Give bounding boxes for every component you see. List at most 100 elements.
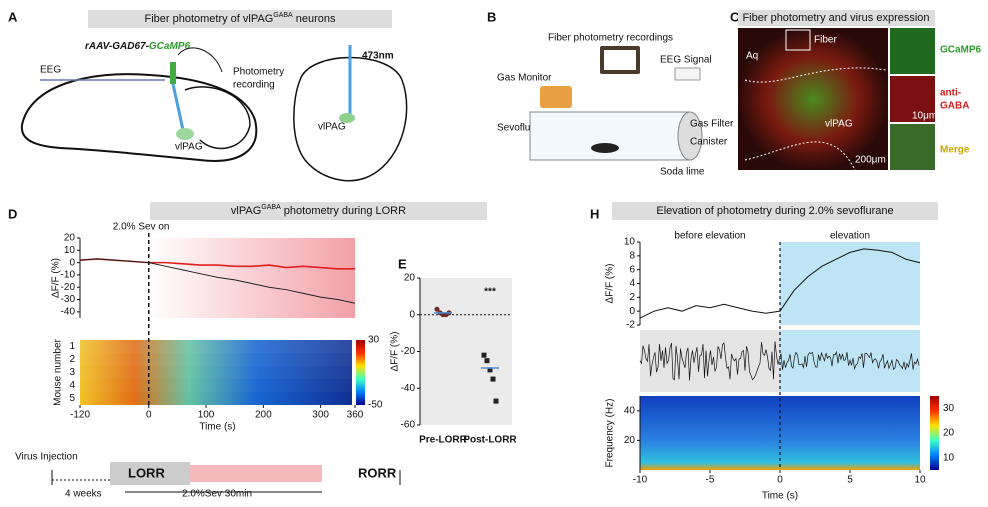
y-tick-label: -40 — [61, 306, 76, 317]
cerebellum — [184, 86, 251, 150]
y-tick-label: 20 — [404, 273, 416, 284]
y-tick-label: 20 — [624, 435, 636, 446]
label: vlPAG — [825, 119, 853, 130]
panel-title: Fiber photometry of vlPAGGABA neurons — [144, 12, 336, 25]
lorr-box — [110, 462, 190, 485]
recording-label: Photometry — [233, 67, 284, 78]
y-tick-label: 8 — [629, 250, 635, 261]
row-label: 2 — [69, 354, 75, 365]
y-tick-label: 20 — [64, 233, 76, 244]
y-tick-label: 0 — [409, 309, 415, 320]
heatmap-row — [80, 392, 352, 405]
timeline-label: 4 weeks — [65, 489, 102, 500]
label: EEG Signal — [660, 55, 712, 66]
title-part: Elevation of photometry during 2.0% sevo… — [656, 205, 893, 217]
panel-c: C Fiber photometry and virus expression … — [730, 9, 982, 171]
y-tick-label: -20 — [61, 282, 76, 293]
spectrogram — [640, 396, 920, 470]
label: Soda lime — [660, 167, 705, 178]
y-tick-label: -20 — [401, 346, 416, 357]
colorbar — [356, 340, 365, 405]
axis-label: ΔF/F (%) — [390, 331, 401, 371]
title-part: photometry during LORR — [281, 205, 406, 217]
colorbar-label: 30 — [368, 335, 380, 346]
label: Gas Filter — [690, 119, 734, 130]
shade — [148, 238, 355, 318]
heatmap-row — [80, 366, 352, 379]
label: Canister — [690, 137, 728, 148]
eeg-box — [674, 67, 701, 81]
x-tick-label: 300 — [312, 410, 329, 421]
point — [487, 367, 493, 373]
panel-letter: D — [8, 206, 17, 221]
title-part: neurons — [293, 13, 336, 25]
chart-title: Elevation of photometry during 2.0% sevo… — [656, 205, 893, 217]
y-tick-label: 10 — [64, 245, 76, 256]
title-bar — [150, 202, 487, 220]
fiber-box — [785, 29, 811, 51]
panel-letter: H — [590, 206, 599, 221]
channel-label: anti- — [940, 88, 961, 99]
y-tick-label: 10 — [624, 237, 636, 248]
axis-label: ΔF/F (%) — [51, 258, 62, 298]
title-bar — [612, 202, 938, 220]
title-bar — [738, 10, 935, 26]
x-tick-label: -5 — [706, 475, 715, 486]
panel-letter: A — [8, 9, 18, 24]
vlpag-blob — [176, 128, 194, 140]
row-label: 5 — [69, 393, 75, 404]
x-tick-label: 0 — [146, 410, 152, 421]
x-tick-label: 100 — [198, 410, 215, 421]
title-sup: GABA — [261, 204, 281, 211]
axis-label: Frequency (Hz) — [605, 399, 616, 468]
point — [481, 352, 487, 358]
fiber — [171, 83, 185, 131]
brain-coronal — [293, 56, 408, 182]
colorbar-label: 30 — [943, 403, 955, 414]
y-tick-label: 0 — [629, 306, 635, 317]
channel-label: GABA — [940, 101, 969, 112]
eeg-bg — [640, 330, 780, 392]
x-tick-label: -120 — [70, 410, 90, 421]
row-label: 1 — [69, 341, 75, 352]
construct: rAAV-GAD67- — [85, 41, 150, 52]
annotation: before elevation — [674, 231, 745, 242]
x-tick-label: Pre-LORR — [419, 435, 468, 446]
axis-label: ΔF/F (%) — [605, 263, 616, 303]
vlpag-blob — [339, 113, 355, 123]
recording-label: recording — [233, 80, 275, 91]
annotation: elevation — [830, 231, 870, 242]
chart-title: vlPAGGABA photometry during LORR — [231, 204, 406, 217]
title-part: Fiber photometry of vlPAG — [144, 13, 273, 25]
heatmap-row — [80, 379, 352, 392]
y-tick-label: 2 — [629, 292, 635, 303]
title-part: vlPAG — [231, 205, 261, 217]
scale-label: 200μm — [855, 155, 886, 166]
point — [493, 398, 499, 404]
line — [79, 258, 356, 304]
sev-bar — [190, 465, 322, 482]
region-label: vlPAG — [318, 122, 346, 133]
annotation: *** — [484, 287, 496, 298]
laser-label: 473nm — [362, 51, 394, 62]
label: Fiber photometry recordings — [548, 33, 673, 44]
title-bar — [88, 10, 392, 28]
row-label: 4 — [69, 380, 75, 391]
heatmap-row — [80, 353, 352, 366]
y-tick-label: 40 — [624, 405, 636, 416]
canister — [677, 111, 703, 161]
point — [484, 358, 490, 364]
x-tick-label: -10 — [633, 475, 648, 486]
shade — [780, 242, 920, 325]
label: Gas Monitor — [497, 73, 552, 84]
colorbar-label: 10 — [943, 452, 955, 463]
monitor-screen — [604, 50, 636, 70]
arrow — [177, 47, 223, 73]
micrograph-merge — [890, 124, 935, 170]
panel-b: B Fiber photometry recordings EEG Signal… — [487, 9, 734, 177]
panel-title: Fiber photometry and virus expression — [742, 12, 929, 24]
y-tick-label: 0 — [69, 257, 75, 268]
line — [639, 248, 921, 319]
x-tick-label: 360 — [347, 410, 364, 421]
axis-label: Mouse number — [53, 338, 64, 405]
